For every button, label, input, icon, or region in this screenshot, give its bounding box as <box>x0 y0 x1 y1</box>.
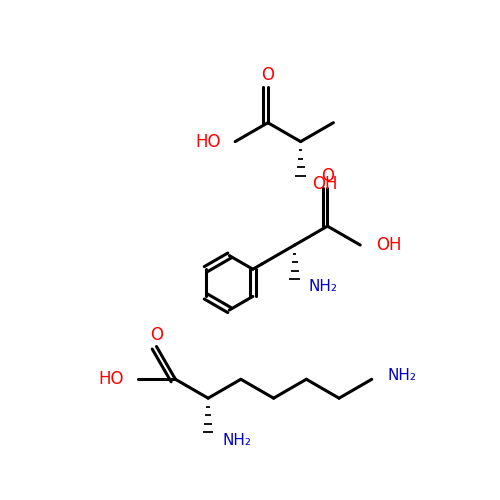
Text: O: O <box>321 168 334 186</box>
Text: NH₂: NH₂ <box>308 280 338 294</box>
Text: NH₂: NH₂ <box>222 432 251 448</box>
Text: NH₂: NH₂ <box>388 368 416 383</box>
Text: HO: HO <box>196 132 222 150</box>
Text: O: O <box>262 66 274 84</box>
Text: HO: HO <box>98 370 124 388</box>
Text: OH: OH <box>376 236 402 254</box>
Text: O: O <box>150 326 163 344</box>
Text: OH: OH <box>312 174 338 192</box>
